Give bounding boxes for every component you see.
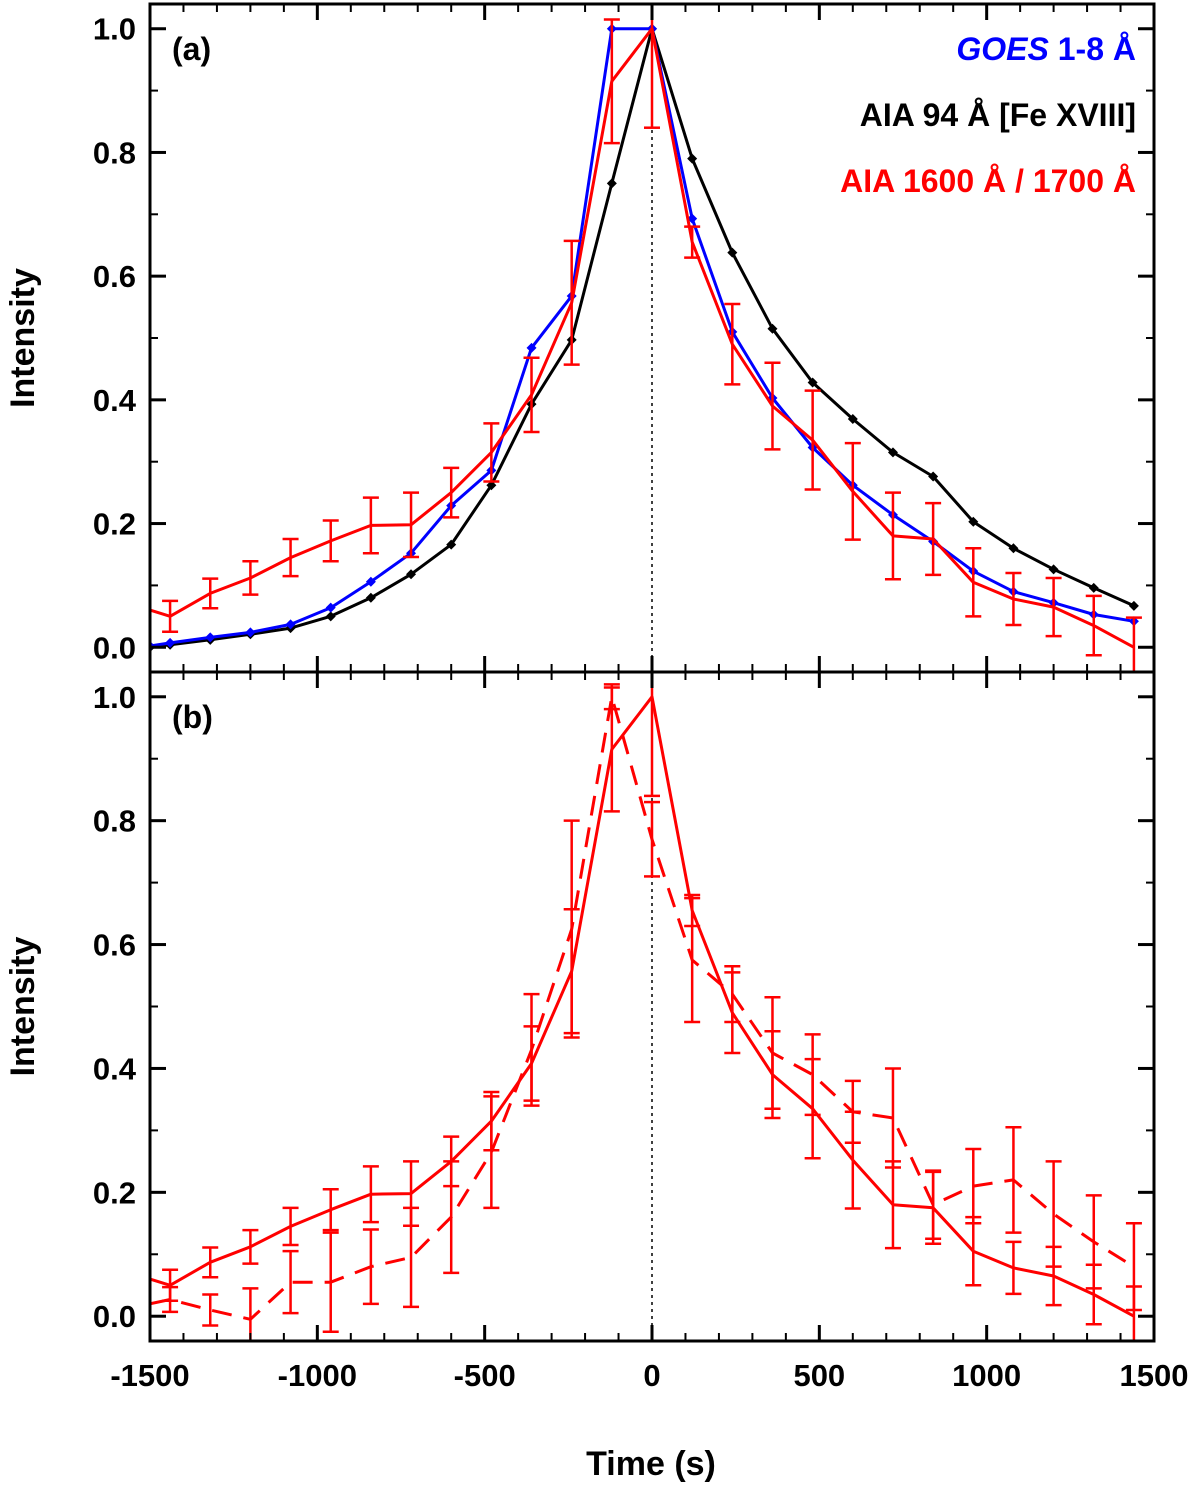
- error-bar: [884, 1067, 901, 1169]
- legend-entry-label: AIA 94 Å [Fe XVIII]: [860, 97, 1136, 133]
- series-3: [150, 4, 1142, 672]
- y-tick-label: 0.0: [93, 630, 136, 665]
- panel-b: -1500 -1000 -500 0 500 1000 1500 0.0 0.2 0.4 0.6 0.…: [4, 670, 1189, 1393]
- y-tick-label: 1.0: [93, 680, 136, 715]
- data-point-marker: [325, 611, 336, 622]
- y-tick-label: 0.6: [93, 928, 136, 963]
- x-tick-label: -1500: [110, 1358, 189, 1393]
- data-point-marker: [767, 323, 778, 334]
- error-bar: [282, 1249, 299, 1315]
- data-point-marker: [1008, 543, 1019, 554]
- legend-entry: GOES 1-8 Å: [956, 31, 1136, 67]
- data-point-marker: [1048, 564, 1059, 575]
- data-point-marker: [205, 632, 216, 643]
- x-tick-label: 0: [643, 1358, 660, 1393]
- data-point-marker: [687, 153, 698, 164]
- y-tick-label: 0.2: [93, 1175, 136, 1210]
- data-point-marker: [365, 576, 376, 587]
- data-point-marker: [727, 247, 738, 258]
- series-line: [150, 27, 1135, 649]
- x-tick-label: 500: [793, 1358, 845, 1393]
- y-tick-label: 1.0: [93, 12, 136, 47]
- x-tick-label: -1000: [278, 1358, 357, 1393]
- plot-data: [150, 4, 1142, 672]
- y-tick-label: 0.0: [93, 1299, 136, 1334]
- data-point-marker: [887, 447, 898, 458]
- y-tick-label: 0.4: [93, 383, 137, 418]
- data-point-marker: [1128, 600, 1139, 611]
- y-tick-label: 0.4: [93, 1051, 137, 1086]
- error-bar: [1125, 1222, 1142, 1312]
- legend-entry: AIA 94 Å [Fe XVIII]: [860, 97, 1136, 133]
- error-bar: [925, 1169, 942, 1241]
- data-point-marker: [285, 619, 296, 630]
- legend-entry-label: AIA 1600 Å / 1700 Å: [840, 163, 1136, 199]
- legend-entry: AIA 1600 Å / 1700 Å: [840, 163, 1136, 199]
- data-point-marker: [526, 342, 537, 353]
- x-axis-title: Time (s): [586, 1445, 716, 1483]
- data-point-marker: [365, 592, 376, 603]
- panel-a: 0.0 0.2 0.4 0.6 0.8 1.0 Intensity (a) GOES 1-8 Å…: [4, 2, 1156, 674]
- plot-data: [150, 672, 1142, 1341]
- data-point-marker: [1088, 582, 1099, 593]
- y-tick-label: 0.6: [93, 259, 136, 294]
- data-point-marker: [446, 539, 457, 550]
- data-point-marker: [165, 637, 176, 648]
- legend-entry-label: 1-8 Å: [1049, 31, 1136, 67]
- series-1: [150, 672, 1142, 1341]
- y-tick-label: 0.2: [93, 507, 136, 542]
- data-point-marker: [928, 471, 939, 482]
- panel-label: (b): [172, 699, 213, 735]
- y-axis-title: Intensity: [4, 268, 42, 408]
- series-2: [150, 683, 1142, 1341]
- error-bar: [202, 1293, 219, 1327]
- series-line: [150, 27, 1135, 649]
- series-line: [150, 695, 1135, 1318]
- error-bar: [483, 1095, 500, 1210]
- data-point-marker: [807, 377, 818, 388]
- data-point-marker: [968, 516, 979, 527]
- series-line: [150, 695, 1135, 1321]
- data-point-marker: [847, 414, 858, 425]
- data-point-marker: [245, 627, 256, 638]
- data-point-marker: [606, 178, 617, 189]
- legend: GOES 1-8 Å AIA 94 Å [Fe XVIII] AIA 1600 Å …: [840, 31, 1136, 199]
- error-bar: [162, 1285, 179, 1314]
- y-tick-label: 0.8: [93, 804, 136, 839]
- y-axis-title: Intensity: [4, 937, 42, 1077]
- error-bar: [403, 1206, 420, 1309]
- y-tick-label: 0.8: [93, 135, 136, 170]
- x-tick-label: -500: [454, 1358, 516, 1393]
- panel-label: (a): [172, 31, 211, 67]
- series-line: [150, 27, 1135, 648]
- legend-entry-italic: GOES: [956, 31, 1049, 67]
- data-point-marker: [406, 569, 417, 580]
- error-bar: [804, 1033, 821, 1117]
- error-bar: [1045, 1160, 1062, 1268]
- x-tick-label: 1500: [1120, 1358, 1189, 1393]
- data-point-marker: [325, 602, 336, 613]
- x-tick-label: 1000: [952, 1358, 1021, 1393]
